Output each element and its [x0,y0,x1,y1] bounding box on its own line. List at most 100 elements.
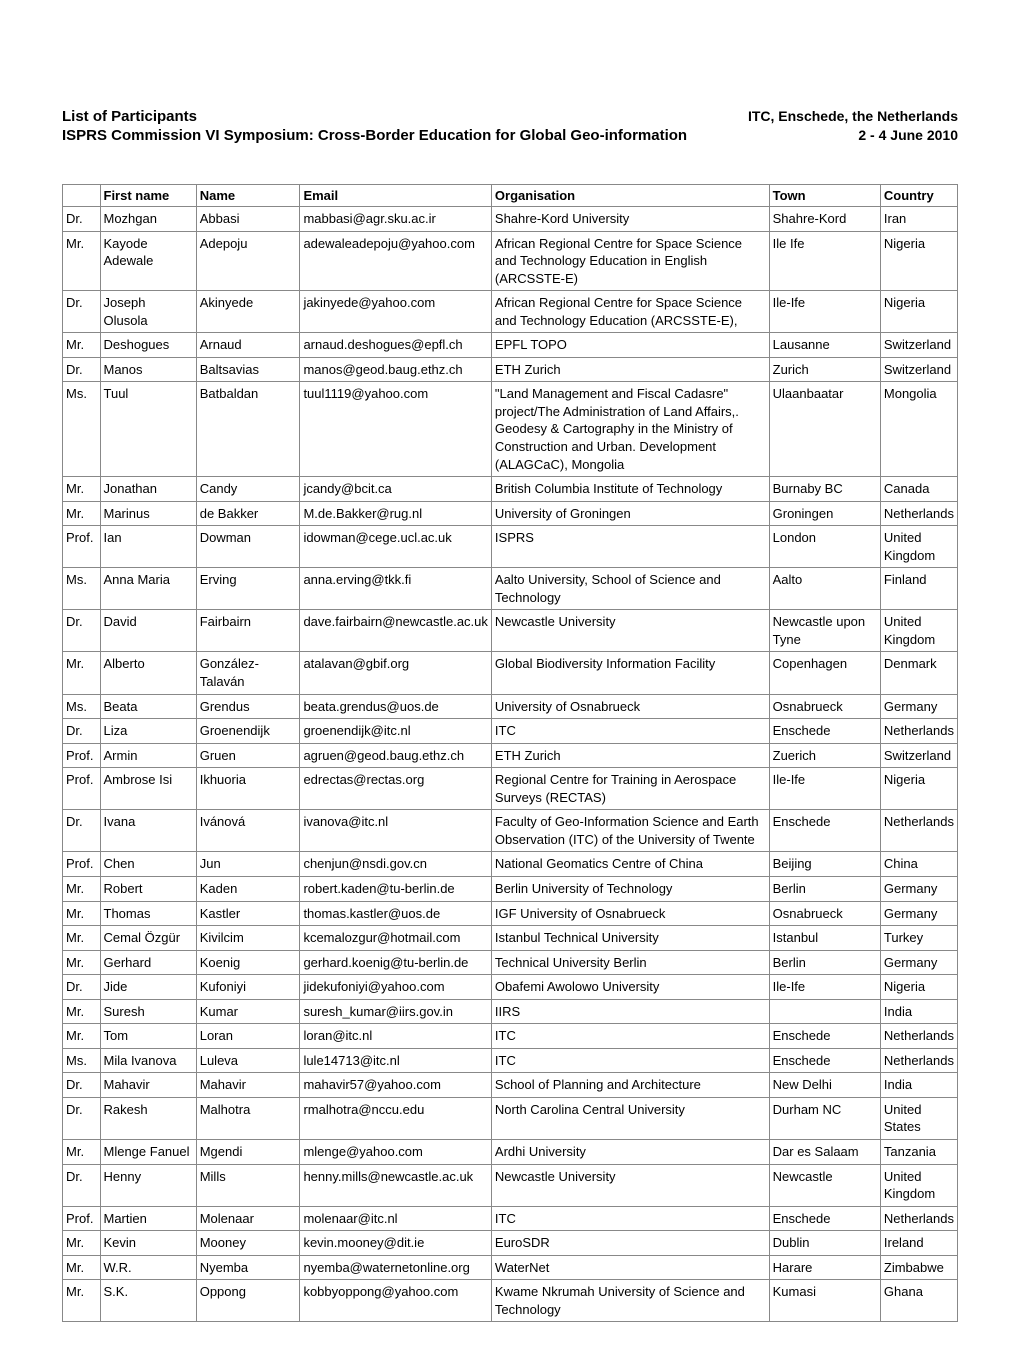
table-cell [769,999,880,1024]
table-row: Ms.Mila IvanovaLulevalule14713@itc.nlITC… [63,1048,958,1073]
table-cell: S.K. [100,1280,196,1322]
table-cell: Tuul [100,382,196,477]
table-cell: mlenge@yahoo.com [300,1139,491,1164]
table-cell: ISPRS [491,526,769,568]
table-cell: henny.mills@newcastle.ac.uk [300,1164,491,1206]
table-cell: thomas.kastler@uos.de [300,901,491,926]
table-cell: Dar es Salaam [769,1139,880,1164]
table-cell: Martien [100,1206,196,1231]
table-cell: India [880,999,957,1024]
table-cell: Mila Ivanova [100,1048,196,1073]
table-cell: Prof. [63,1206,101,1231]
table-cell: Dr. [63,357,101,382]
table-cell: Durham NC [769,1097,880,1139]
table-cell: Ile Ife [769,231,880,291]
table-cell: Aalto University, School of Science and … [491,568,769,610]
table-cell: kcemalozgur@hotmail.com [300,926,491,951]
table-cell: Ambrose Isi [100,768,196,810]
table-cell: Mahavir [100,1073,196,1098]
location-text: ITC, Enschede, the Netherlands [748,108,958,124]
table-cell: Ms. [63,568,101,610]
table-cell: Mr. [63,950,101,975]
table-cell: Shahre-Kord [769,207,880,232]
table-cell: Ms. [63,694,101,719]
table-cell: Deshogues [100,333,196,358]
table-cell: University of Groningen [491,501,769,526]
table-row: Dr.RakeshMalhotrarmalhotra@nccu.eduNorth… [63,1097,958,1139]
table-cell: Zuerich [769,743,880,768]
table-cell: Erving [196,568,300,610]
table-row: Mr.Marinusde BakkerM.de.Bakker@rug.nlUni… [63,501,958,526]
table-row: Mr.TomLoranloran@itc.nlITCEnschedeNether… [63,1024,958,1049]
table-cell: Beijing [769,852,880,877]
table-cell: Netherlands [880,1206,957,1231]
table-cell: Zurich [769,357,880,382]
table-cell: Obafemi Awolowo University [491,975,769,1000]
col-header-firstname: First name [100,185,196,207]
table-cell: lule14713@itc.nl [300,1048,491,1073]
table-cell: Dowman [196,526,300,568]
table-cell: Shahre-Kord University [491,207,769,232]
table-cell: kobbyoppong@yahoo.com [300,1280,491,1322]
table-cell: Newcastle University [491,1164,769,1206]
table-cell: Beata [100,694,196,719]
table-cell: Molenaar [196,1206,300,1231]
table-cell: EPFL TOPO [491,333,769,358]
table-cell: United Kingdom [880,526,957,568]
table-cell: Prof. [63,743,101,768]
table-cell: United States [880,1097,957,1139]
table-cell: Suresh [100,999,196,1024]
table-cell: Mr. [63,1255,101,1280]
table-cell: Global Biodiversity Information Facility [491,652,769,694]
table-cell: Luleva [196,1048,300,1073]
col-header-email: Email [300,185,491,207]
table-cell: Tanzania [880,1139,957,1164]
table-cell: United Kingdom [880,1164,957,1206]
col-header-town: Town [769,185,880,207]
table-cell: ETH Zurich [491,357,769,382]
table-cell: Iran [880,207,957,232]
table-cell: ivanova@itc.nl [300,810,491,852]
table-cell: Marinus [100,501,196,526]
table-cell: Ile-Ife [769,291,880,333]
table-cell: Ms. [63,1048,101,1073]
table-cell: Ardhi University [491,1139,769,1164]
table-cell: de Bakker [196,501,300,526]
table-cell: loran@itc.nl [300,1024,491,1049]
table-row: Prof.ArminGruenagruen@geod.baug.ethz.chE… [63,743,958,768]
date-text: 2 - 4 June 2010 [858,127,958,143]
table-cell: School of Planning and Architecture [491,1073,769,1098]
table-cell: Ile-Ife [769,975,880,1000]
table-cell: Prof. [63,768,101,810]
table-cell: Netherlands [880,810,957,852]
table-cell: Dr. [63,1097,101,1139]
table-cell: Abbasi [196,207,300,232]
table-cell: ITC [491,1048,769,1073]
table-cell: Nigeria [880,291,957,333]
table-cell: Anna Maria [100,568,196,610]
table-row: Mr.AlbertoGonzález-Talavánatalavan@gbif.… [63,652,958,694]
table-cell: London [769,526,880,568]
table-cell: edrectas@rectas.org [300,768,491,810]
table-row: Mr.Mlenge FanuelMgendimlenge@yahoo.comAr… [63,1139,958,1164]
table-cell: Groenendijk [196,719,300,744]
table-cell: Rakesh [100,1097,196,1139]
table-cell: Enschede [769,1206,880,1231]
table-cell: China [880,852,957,877]
table-cell: Cemal Özgür [100,926,196,951]
table-cell: Mills [196,1164,300,1206]
table-cell: Dr. [63,1073,101,1098]
table-cell: Jun [196,852,300,877]
table-cell: kevin.mooney@dit.ie [300,1231,491,1256]
table-cell: Mr. [63,901,101,926]
table-row: Mr.KevinMooneykevin.mooney@dit.ieEuroSDR… [63,1231,958,1256]
table-cell: ITC [491,1206,769,1231]
subtitle-row: ISPRS Commission VI Symposium: Cross-Bor… [62,127,958,144]
table-cell: Germany [880,950,957,975]
table-cell: Dr. [63,207,101,232]
table-cell: Thomas [100,901,196,926]
table-cell: Alberto [100,652,196,694]
table-cell: Tom [100,1024,196,1049]
table-cell: Nigeria [880,975,957,1000]
table-row: Prof.MartienMolenaarmolenaar@itc.nlITCEn… [63,1206,958,1231]
